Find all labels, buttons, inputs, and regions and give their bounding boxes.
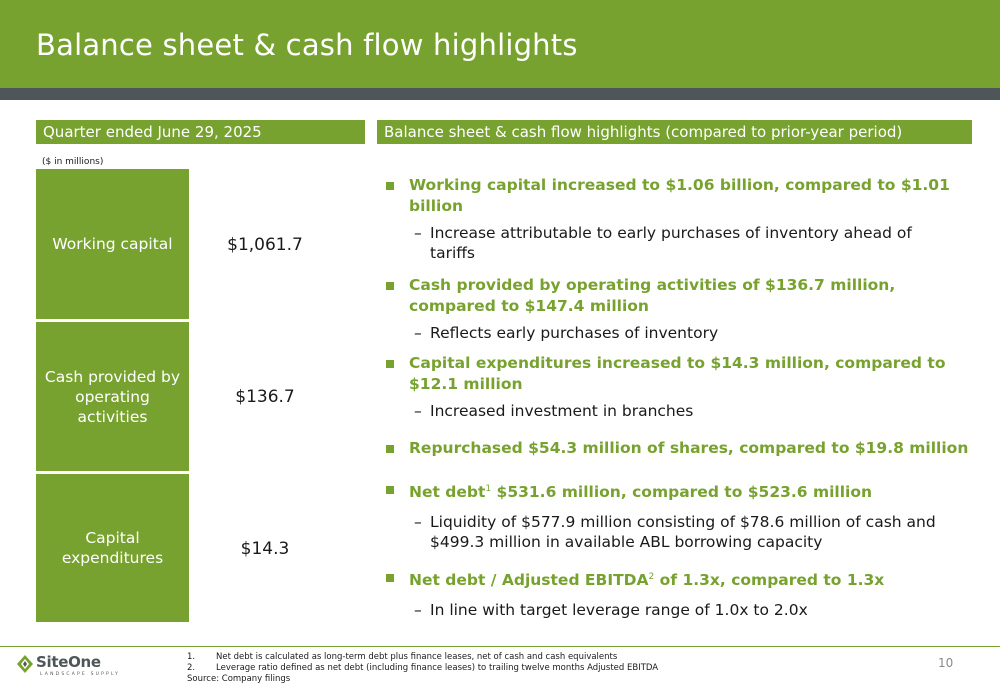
right-section-header: Balance sheet & cash flow highlights (co… bbox=[377, 120, 972, 144]
footnote-2: 2. Leverage ratio defined as net debt (i… bbox=[187, 663, 659, 673]
bullet-square-icon bbox=[386, 445, 394, 453]
footer-divider bbox=[0, 646, 1000, 647]
metric-label-operating-cash: Cash provided by operating activities bbox=[36, 322, 189, 471]
highlights-list: Working capital increased to $1.06 billi… bbox=[386, 175, 976, 620]
bullet-square-icon bbox=[386, 282, 394, 290]
slide-title: Balance sheet & cash flow highlights bbox=[36, 28, 578, 62]
bullet-square-icon bbox=[386, 574, 394, 583]
bullet-capex: Capital expenditures increased to $14.3 … bbox=[386, 353, 976, 395]
bullet-square-icon bbox=[386, 360, 394, 368]
left-section-header: Quarter ended June 29, 2025 bbox=[36, 120, 365, 144]
logo-wordmark: SiteOne bbox=[36, 653, 101, 671]
page-number: 10 bbox=[938, 656, 954, 670]
siteone-logo: SiteOne LANDSCAPE SUPPLY bbox=[16, 653, 118, 679]
bullet-square-icon bbox=[386, 182, 394, 190]
slide-header: Balance sheet & cash flow highlights bbox=[0, 0, 1000, 88]
bullet-square-icon bbox=[386, 486, 394, 494]
sub-bullet-leverage: – In line with target leverage range of … bbox=[414, 601, 808, 620]
footnotes: 1. Net debt is calculated as long-term d… bbox=[187, 652, 658, 685]
sub-bullet-operating-cash: – Reflects early purchases of inventory bbox=[414, 324, 719, 342]
sub-bullet-capex: – Increased investment in branches bbox=[414, 402, 694, 420]
leaf-logo-icon bbox=[17, 655, 33, 673]
footnote-1: 1. Net debt is calculated as long-term d… bbox=[187, 652, 618, 662]
header-divider bbox=[0, 88, 1000, 100]
metric-value-operating-cash: $136.7 bbox=[235, 387, 295, 407]
footnote-source: Source: Company filings bbox=[187, 674, 291, 684]
logo-tagline: LANDSCAPE SUPPLY bbox=[40, 672, 121, 677]
sub-bullet-working-capital: – Increase attributable to early purchas… bbox=[414, 224, 912, 262]
sub-bullet-liquidity: – Liquidity of $577.9 million consisting… bbox=[414, 513, 936, 552]
units-note: ($ in millions) bbox=[42, 157, 104, 167]
metric-value-capex: $14.3 bbox=[240, 539, 290, 559]
metric-label-capex: Capital expenditures bbox=[36, 474, 189, 622]
metric-label-working-capital: Working capital bbox=[36, 169, 189, 319]
bullet-working-capital: Working capital increased to $1.06 billi… bbox=[386, 175, 976, 217]
metric-value-working-capital: $1,061.7 bbox=[227, 235, 303, 255]
bullet-net-debt: Net debt1 $531.6 million, compared to $5… bbox=[386, 479, 976, 503]
bullet-repurchase: Repurchased $54.3 million of shares, com… bbox=[386, 438, 976, 459]
bullet-operating-cash: Cash provided by operating activities of… bbox=[386, 275, 976, 317]
bullet-leverage: Net debt / Adjusted EBITDA2 of 1.3x, com… bbox=[386, 567, 976, 591]
